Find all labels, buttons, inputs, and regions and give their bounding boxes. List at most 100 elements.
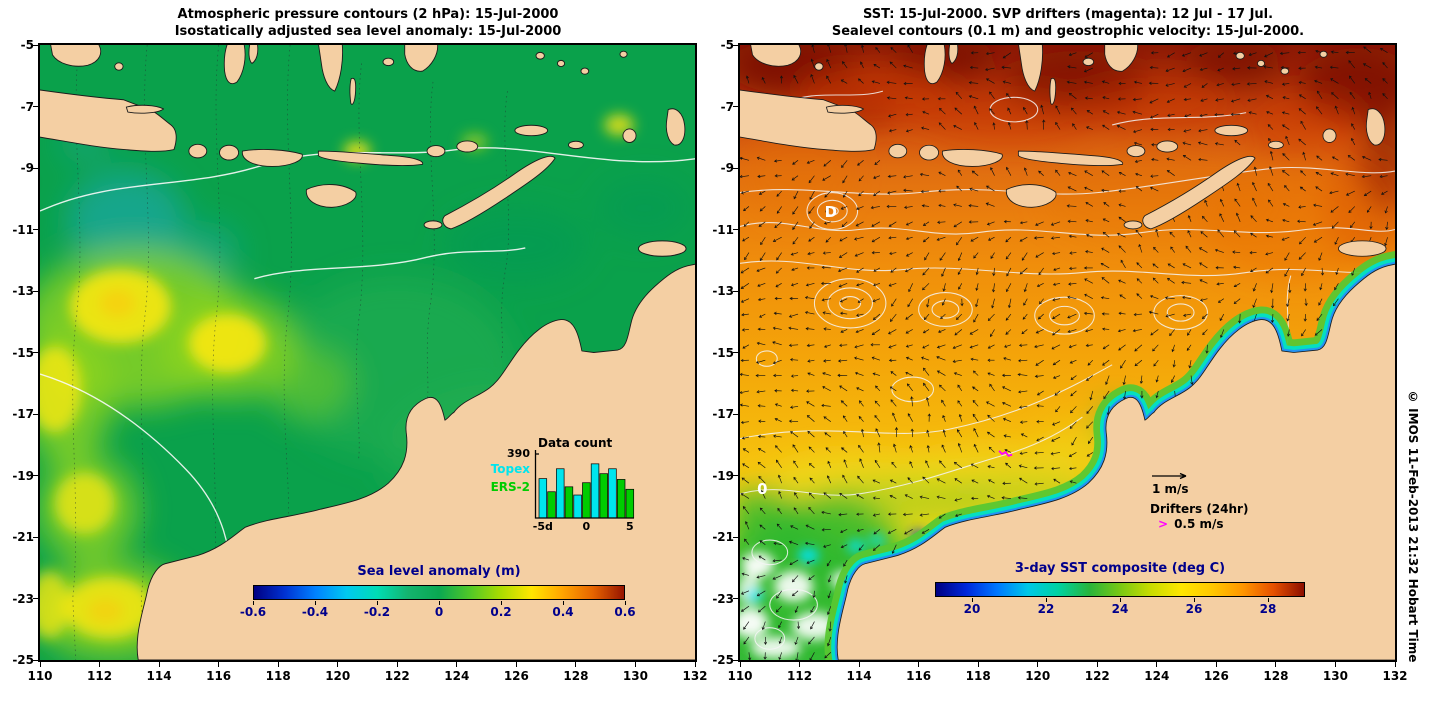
lat-tick-mark <box>33 413 38 415</box>
drifter-speed-row: >0.5 m/s <box>1158 517 1224 531</box>
contour-label-layer: D0 <box>757 203 837 498</box>
lat-tick-label: -15 <box>712 345 734 360</box>
lon-tick-label: 118 <box>265 669 291 683</box>
lon-tick-mark <box>158 662 160 667</box>
sst-map: D0 <box>740 45 1395 660</box>
lat-tick-mark <box>33 106 38 107</box>
lat-tick-mark <box>33 229 38 230</box>
lat-tick-mark <box>33 536 38 538</box>
lat-tick-label: -23 <box>712 591 734 606</box>
lat-tick-label: -25 <box>12 653 34 667</box>
inset-x-tick-label: 5 <box>626 520 634 533</box>
colorbar-tick-mark <box>1046 598 1047 602</box>
lat-tick-mark <box>733 229 738 230</box>
lon-tick-label: 114 <box>846 669 872 683</box>
lon-tick-mark <box>694 662 696 667</box>
colorbar-tick-mark <box>315 601 316 605</box>
lat-tick-mark <box>733 44 738 46</box>
lat-tick-label: -7 <box>20 99 34 114</box>
colorbar-tick-mark <box>1194 598 1195 602</box>
left-title-line2: Isostatically adjusted sea level anomaly… <box>174 24 562 39</box>
left-colorbar-title: Sea level anomaly (m) <box>357 564 521 579</box>
sea-level-anomaly-map-panel <box>38 43 697 662</box>
contour-label: 0 <box>757 480 767 498</box>
lon-tick-label: 114 <box>146 669 172 683</box>
lat-tick-mark <box>733 598 738 599</box>
lon-tick-label: 120 <box>1025 669 1051 683</box>
colorbar-tick-mark <box>1120 598 1121 602</box>
lat-tick-label: -23 <box>12 591 34 606</box>
colorbar-tick-label: 0.2 <box>490 605 512 619</box>
colorbar-tick-mark <box>501 601 502 605</box>
lon-tick-label: 132 <box>682 669 708 683</box>
lon-tick-label: 112 <box>787 669 813 683</box>
lat-tick-mark <box>733 475 738 476</box>
lat-tick-mark <box>33 167 38 169</box>
lon-tick-mark <box>337 662 339 667</box>
lat-tick-mark <box>33 44 38 46</box>
inset-x-tick-label: -5d <box>532 520 553 533</box>
lon-tick-label: 126 <box>503 669 529 683</box>
right-title-line2: Sealevel contours (0.1 m) and geostrophi… <box>831 24 1305 39</box>
lon-tick-mark <box>977 662 979 667</box>
lat-tick-mark <box>33 352 38 353</box>
colorbar-tick-label: -0.2 <box>363 605 391 619</box>
lat-tick-label: -21 <box>712 530 734 544</box>
lon-tick-label: 128 <box>1263 669 1289 683</box>
inset-title: Data count <box>538 436 613 450</box>
colorbar-tick-label: 0.4 <box>552 605 574 619</box>
lat-tick-label: -5 <box>720 38 734 52</box>
lat-tick-label: -15 <box>12 345 34 360</box>
lon-tick-mark <box>1037 662 1039 667</box>
colorbar-tick-mark <box>972 598 973 602</box>
velocity-scale-arrow-icon <box>1152 472 1187 480</box>
lon-tick-mark <box>1096 662 1098 667</box>
lon-tick-mark <box>99 662 101 667</box>
drifter-arrow-icon: > <box>1158 517 1169 531</box>
lon-tick-mark <box>918 662 920 667</box>
anomaly-yellow-blobs <box>40 114 634 639</box>
lon-tick-mark <box>1275 662 1277 667</box>
lat-tick-mark <box>733 413 738 415</box>
contour-label: D <box>825 203 837 221</box>
lon-tick-label: 110 <box>27 669 53 683</box>
colorbar-tick-mark <box>377 601 378 605</box>
right-panel-title: SST: 15-Jul-2000. SVP drifters (magenta)… <box>738 6 1398 40</box>
inset-series-ers2: ERS-2 <box>490 480 530 494</box>
lat-tick-mark <box>733 352 738 353</box>
lon-tick-mark <box>575 662 577 667</box>
colorbar-tick-label: 28 <box>1259 602 1277 616</box>
right-colorbar-title: 3-day SST composite (deg C) <box>1014 561 1226 576</box>
lat-tick-mark <box>33 290 38 292</box>
lon-tick-mark <box>277 662 279 667</box>
lat-tick-label: -5 <box>20 38 34 52</box>
lat-tick-label: -13 <box>712 284 734 298</box>
lon-tick-label: 110 <box>727 669 753 683</box>
colorbar-tick-label: 0 <box>434 605 444 619</box>
lat-tick-label: -19 <box>712 468 734 483</box>
lon-tick-label: 128 <box>563 669 589 683</box>
drifters-legend-title: Drifters (24hr) <box>1150 502 1249 516</box>
colorbar-tick-label: -0.4 <box>301 605 329 619</box>
colorbar-tick-label: 24 <box>1111 602 1129 616</box>
lat-tick-label: -9 <box>720 161 734 175</box>
inset-series-topex: Topex <box>490 462 530 476</box>
lon-tick-mark <box>858 662 860 667</box>
lat-tick-label: -25 <box>712 653 734 667</box>
lon-tick-mark <box>39 662 41 667</box>
lat-tick-mark <box>733 659 738 661</box>
colorbar-tick-label: 22 <box>1037 602 1055 616</box>
lon-tick-label: 120 <box>325 669 351 683</box>
lon-tick-mark <box>799 662 801 667</box>
lat-tick-mark <box>733 290 738 292</box>
data-count-bar-chart <box>534 450 635 519</box>
lat-tick-label: -13 <box>12 284 34 298</box>
lat-tick-mark <box>33 598 38 599</box>
right-title-line1: SST: 15-Jul-2000. SVP drifters (magenta)… <box>862 7 1274 22</box>
colorbar-tick-mark <box>1268 598 1269 602</box>
lon-tick-label: 130 <box>1322 669 1348 683</box>
lat-tick-label: -11 <box>12 222 34 237</box>
colorbar-tick-mark <box>253 601 254 605</box>
lat-tick-mark <box>733 167 738 169</box>
lat-tick-label: -21 <box>12 530 34 544</box>
